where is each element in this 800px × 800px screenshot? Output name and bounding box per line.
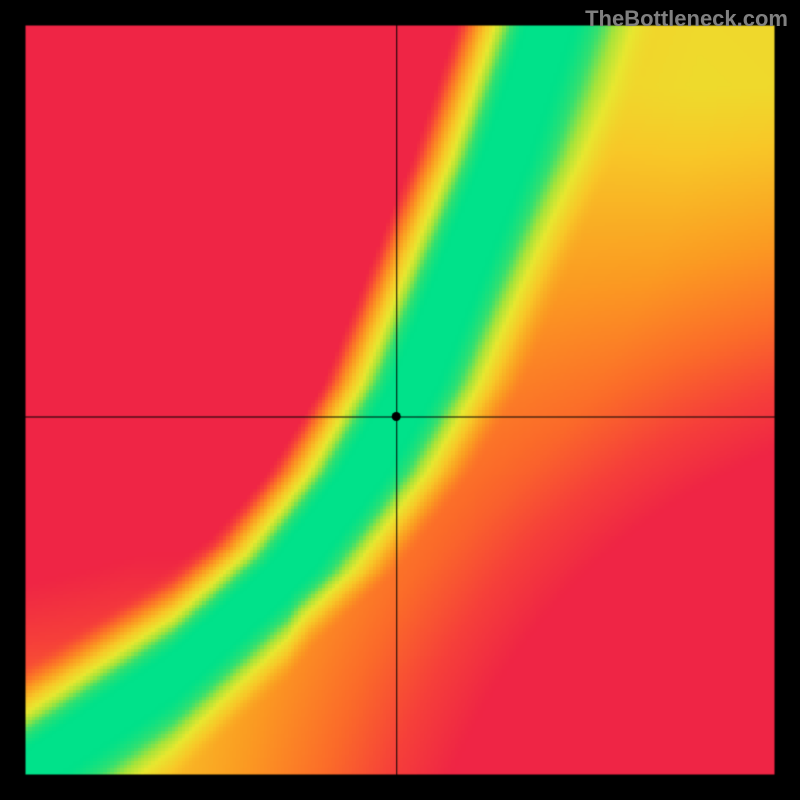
attribution-label: TheBottleneck.com xyxy=(585,6,788,32)
chart-container: TheBottleneck.com xyxy=(0,0,800,800)
bottleneck-heatmap xyxy=(0,0,800,800)
